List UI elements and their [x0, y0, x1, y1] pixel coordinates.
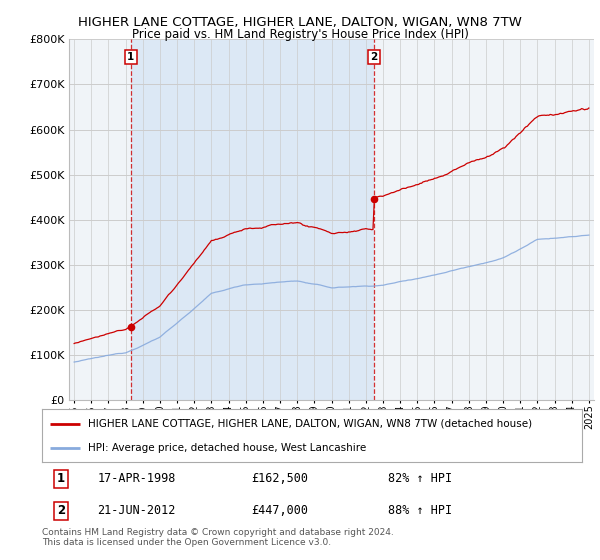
Text: £447,000: £447,000 — [251, 504, 308, 517]
Text: 2: 2 — [57, 504, 65, 517]
Text: Contains HM Land Registry data © Crown copyright and database right 2024.
This d: Contains HM Land Registry data © Crown c… — [42, 528, 394, 547]
Text: 2: 2 — [370, 52, 377, 62]
Text: 82% ↑ HPI: 82% ↑ HPI — [388, 473, 452, 486]
Text: 88% ↑ HPI: 88% ↑ HPI — [388, 504, 452, 517]
Text: 1: 1 — [127, 52, 134, 62]
Text: HPI: Average price, detached house, West Lancashire: HPI: Average price, detached house, West… — [88, 443, 366, 453]
Text: Price paid vs. HM Land Registry's House Price Index (HPI): Price paid vs. HM Land Registry's House … — [131, 28, 469, 41]
Text: 21-JUN-2012: 21-JUN-2012 — [97, 504, 176, 517]
Bar — [131, 39, 374, 400]
Text: 17-APR-1998: 17-APR-1998 — [97, 473, 176, 486]
Text: HIGHER LANE COTTAGE, HIGHER LANE, DALTON, WIGAN, WN8 7TW (detached house): HIGHER LANE COTTAGE, HIGHER LANE, DALTON… — [88, 419, 532, 429]
Text: £162,500: £162,500 — [251, 473, 308, 486]
Text: HIGHER LANE COTTAGE, HIGHER LANE, DALTON, WIGAN, WN8 7TW: HIGHER LANE COTTAGE, HIGHER LANE, DALTON… — [78, 16, 522, 29]
Text: 1: 1 — [57, 473, 65, 486]
